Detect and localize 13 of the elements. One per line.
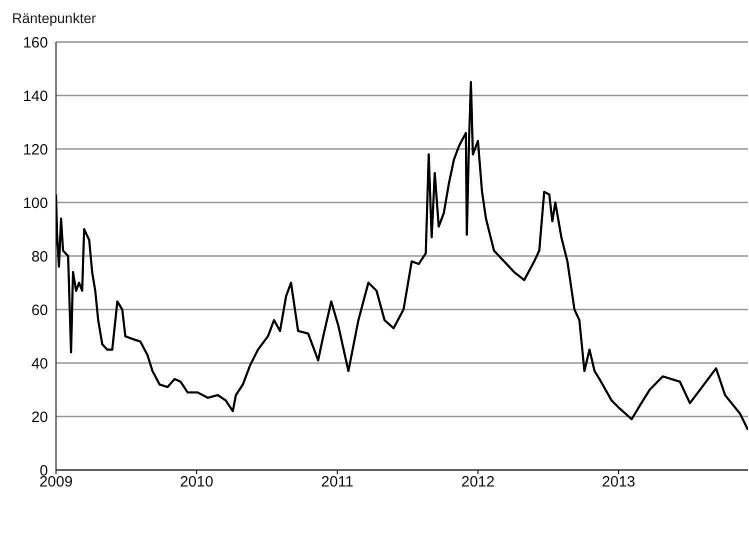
y-tick-label: 20: [31, 408, 48, 426]
x-tick-label: 2011: [321, 474, 354, 491]
y-tick-label: 120: [22, 141, 48, 158]
y-tick-label: 40: [31, 355, 48, 372]
y-tick-label: 80: [31, 248, 48, 266]
y-tick-label: 60: [31, 302, 48, 319]
x-tick-label: 2010: [180, 474, 214, 491]
y-tick-label: 100: [22, 194, 48, 212]
x-tick-label: 2013: [602, 474, 636, 491]
x-tick-label: 2012: [461, 474, 495, 491]
y-tick-label: 160: [22, 34, 48, 52]
y-axis-title: Räntepunkter: [12, 10, 96, 26]
y-tick-label: 140: [22, 88, 48, 105]
